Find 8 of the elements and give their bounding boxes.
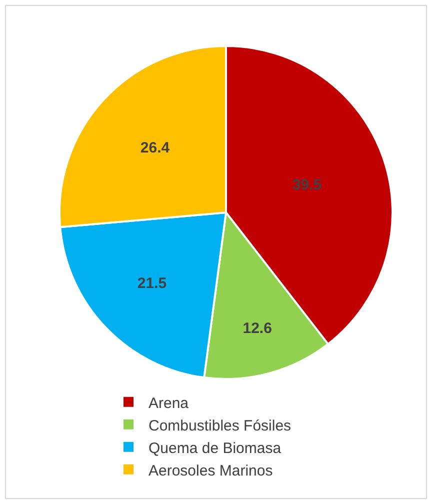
legend-label: Arena <box>148 394 190 412</box>
data-label: 21.5 <box>137 274 167 292</box>
data-label: 12.6 <box>242 320 272 338</box>
legend-label: Quema de Biomasa <box>148 440 282 457</box>
legend-label: Combustibles Fósiles <box>148 417 292 434</box>
data-label: 26.4 <box>140 139 170 156</box>
legend-label: Aerosoles Marinos <box>148 462 273 480</box>
data-label: 39.5 <box>292 176 322 194</box>
